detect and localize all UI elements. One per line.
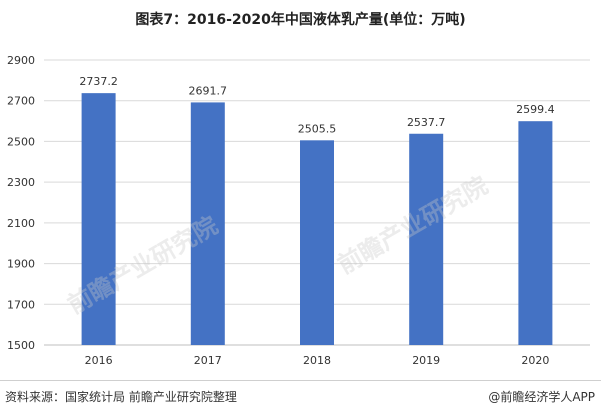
bar bbox=[81, 93, 116, 346]
x-tick-label: 2017 bbox=[194, 354, 222, 367]
footer-divider bbox=[0, 380, 601, 381]
x-tick-label: 2018 bbox=[303, 354, 331, 367]
y-tick-label: 2900 bbox=[7, 54, 35, 67]
y-tick-label: 2100 bbox=[7, 217, 35, 230]
data-label: 2737.2 bbox=[79, 75, 118, 88]
data-label: 2691.7 bbox=[189, 84, 228, 97]
bar bbox=[300, 140, 334, 345]
x-tick-label: 2019 bbox=[412, 354, 440, 367]
bar bbox=[409, 133, 444, 345]
credit-note: @前瞻经济学人APP bbox=[488, 390, 595, 404]
chart-plot: 1500 1700 1900 2100 2300 2500 2700 2900 2737.2 20… bbox=[7, 54, 590, 367]
y-tick-label: 1500 bbox=[7, 339, 35, 352]
y-tick-label: 2500 bbox=[7, 135, 35, 148]
y-tick-label: 2700 bbox=[7, 95, 35, 108]
data-label: 2537.7 bbox=[407, 116, 446, 129]
source-note: 资料来源：国家统计局 前瞻产业研究院整理 bbox=[5, 390, 237, 404]
data-label: 2599.4 bbox=[516, 103, 555, 116]
bar bbox=[518, 121, 553, 345]
x-tick-label: 2016 bbox=[85, 354, 113, 367]
data-label: 2505.5 bbox=[298, 122, 337, 135]
y-tick-label: 1900 bbox=[7, 258, 35, 271]
y-tick-label: 1700 bbox=[7, 298, 35, 311]
x-tick-label: 2020 bbox=[521, 354, 549, 367]
bar bbox=[190, 102, 225, 345]
y-tick-label: 2300 bbox=[7, 176, 35, 189]
chart-title: 图表7：2016-2020年中国液体乳产量(单位：万吨) bbox=[135, 12, 466, 28]
